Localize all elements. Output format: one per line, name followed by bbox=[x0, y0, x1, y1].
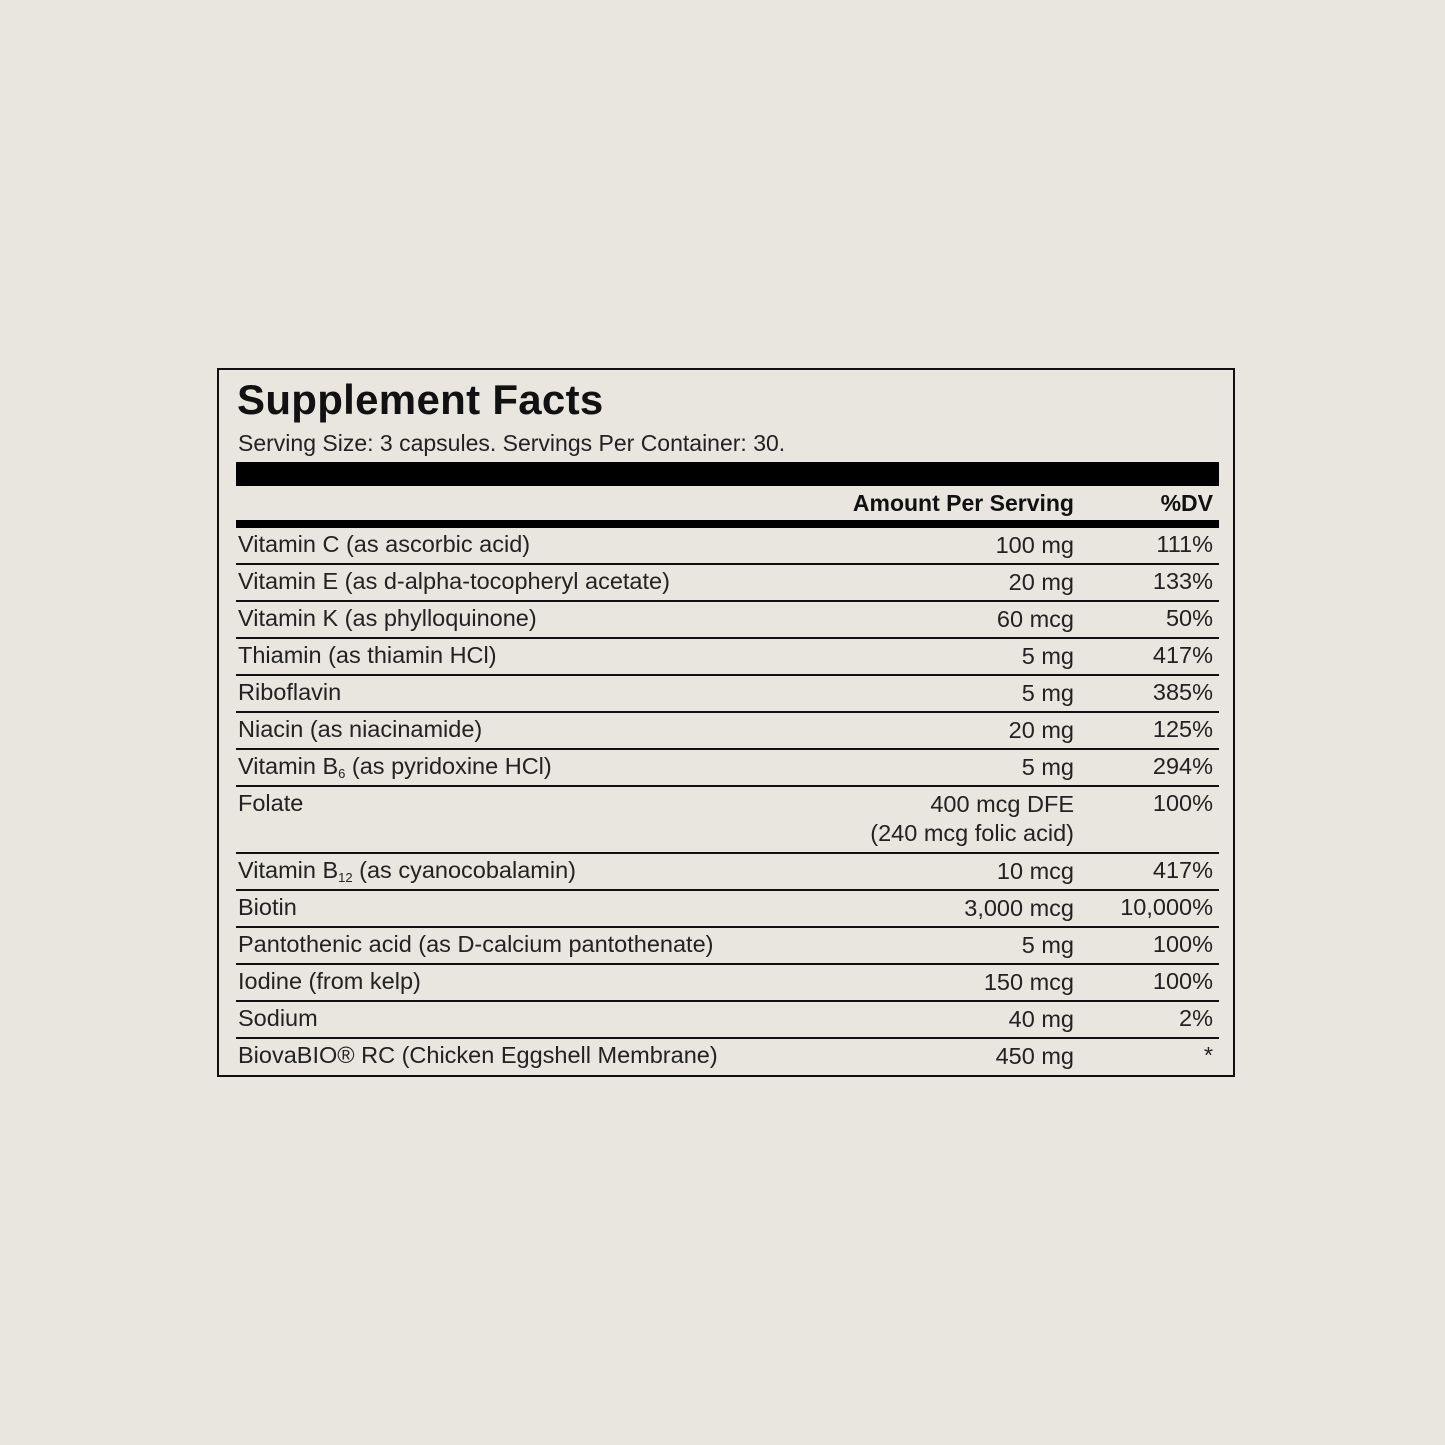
column-header: Amount Per Serving %DV bbox=[236, 486, 1219, 528]
nutrient-name: Riboflavin bbox=[238, 679, 341, 706]
nutrient-row: Niacin (as niacinamide) 20 mg 125% bbox=[236, 713, 1219, 750]
nutrient-name: Biotin bbox=[238, 894, 297, 921]
name-text: Riboflavin bbox=[238, 679, 342, 705]
amount-note: (240 mcg folic acid) bbox=[870, 820, 1074, 846]
nutrient-row: Vitamin B6 (as pyridoxine HCl) 5 mg 294% bbox=[236, 750, 1219, 787]
name-text: Pantothenic acid (as D-calcium pantothen… bbox=[238, 931, 714, 957]
nutrient-name: Thiamin (as thiamin HCl) bbox=[238, 642, 497, 669]
nutrient-row: Iodine (from kelp) 150 mcg 100% bbox=[236, 965, 1219, 1002]
amount-text: 100 mg bbox=[995, 532, 1074, 558]
nutrient-amount: 40 mg bbox=[1009, 1005, 1074, 1034]
serving-info: Serving Size: 3 capsules. Servings Per C… bbox=[238, 430, 786, 456]
name-suffix: (as pyridoxine HCl) bbox=[345, 753, 552, 779]
nutrient-row: Biotin 3,000 mcg 10,000% bbox=[236, 891, 1219, 928]
name-text: Biotin bbox=[238, 894, 297, 920]
nutrient-name: Vitamin K (as phylloquinone) bbox=[238, 605, 537, 632]
name-text: Vitamin B bbox=[238, 857, 339, 883]
name-text: Iodine (from kelp) bbox=[238, 968, 421, 994]
nutrient-list: Vitamin C (as ascorbic acid) 100 mg 111%… bbox=[236, 528, 1219, 1074]
amount-text: 150 mcg bbox=[983, 969, 1074, 995]
nutrient-name: Vitamin E (as d-alpha-tocopheryl acetate… bbox=[238, 568, 670, 595]
nutrient-dv: 100% bbox=[1152, 968, 1213, 994]
amount-text: 450 mg bbox=[995, 1043, 1074, 1069]
amount-text: 40 mg bbox=[1008, 1006, 1074, 1032]
nutrient-row: Thiamin (as thiamin HCl) 5 mg 417% bbox=[236, 639, 1219, 676]
nutrient-amount: 5 mg bbox=[1022, 642, 1074, 671]
amount-text: 60 mcg bbox=[996, 606, 1074, 632]
nutrient-name: Niacin (as niacinamide) bbox=[238, 716, 482, 743]
nutrient-dv: 111% bbox=[1156, 531, 1213, 557]
amount-text: 5 mg bbox=[1021, 932, 1074, 958]
name-text: Sodium bbox=[238, 1005, 318, 1031]
nutrient-amount: 400 mcg DFE (240 mcg folic acid) bbox=[870, 790, 1074, 848]
panel-title: Supplement Facts bbox=[237, 376, 604, 423]
nutrient-dv: 50% bbox=[1165, 605, 1213, 631]
nutrient-amount: 3,000 mcg bbox=[964, 894, 1074, 923]
nutrient-name: Vitamin B6 (as pyridoxine HCl) bbox=[238, 753, 552, 781]
nutrient-dv: 133% bbox=[1152, 568, 1213, 594]
name-text: Niacin (as niacinamide) bbox=[238, 716, 483, 742]
amount-text: 5 mg bbox=[1021, 680, 1074, 706]
nutrient-dv: 2% bbox=[1179, 1005, 1213, 1031]
nutrient-row: Vitamin C (as ascorbic acid) 100 mg 111% bbox=[236, 528, 1219, 565]
subscript: 12 bbox=[338, 870, 353, 885]
name-text: Vitamin E (as d-alpha-tocopheryl acetate… bbox=[238, 568, 670, 594]
nutrient-row: Sodium 40 mg 2% bbox=[236, 1002, 1219, 1039]
nutrient-dv: 10,000% bbox=[1120, 894, 1213, 920]
nutrient-name: Iodine (from kelp) bbox=[238, 968, 421, 995]
dv-header: %DV bbox=[1160, 490, 1213, 516]
amount-text: 400 mcg DFE bbox=[930, 791, 1074, 817]
nutrient-dv: 417% bbox=[1152, 642, 1213, 668]
nutrient-amount: 5 mg bbox=[1022, 679, 1074, 708]
nutrient-dv: 385% bbox=[1152, 679, 1213, 705]
nutrient-row: Folate 400 mcg DFE (240 mcg folic acid) 1… bbox=[236, 787, 1219, 854]
name-text: BiovaBIO® RC (Chicken Eggshell Membrane) bbox=[238, 1042, 718, 1068]
name-text: Thiamin (as thiamin HCl) bbox=[238, 642, 497, 668]
nutrient-dv: 100% bbox=[1152, 931, 1213, 957]
nutrient-amount: 150 mcg bbox=[984, 968, 1074, 997]
nutrient-name: Vitamin C (as ascorbic acid) bbox=[238, 531, 530, 558]
divider-bar bbox=[236, 462, 1219, 486]
nutrient-name: Folate bbox=[238, 790, 303, 817]
subscript: 6 bbox=[338, 766, 346, 781]
name-text: Folate bbox=[238, 790, 304, 816]
nutrient-dv: 417% bbox=[1152, 857, 1213, 883]
nutrient-row: Vitamin K (as phylloquinone) 60 mcg 50% bbox=[236, 602, 1219, 639]
supplement-facts-panel: Supplement Facts Serving Size: 3 capsule… bbox=[217, 368, 1235, 1077]
amount-text: 20 mg bbox=[1008, 569, 1074, 595]
nutrient-row: Vitamin B12 (as cyanocobalamin) 10 mcg 4… bbox=[236, 854, 1219, 891]
nutrient-amount: 5 mg bbox=[1022, 753, 1074, 782]
nutrient-amount: 10 mcg bbox=[997, 857, 1074, 886]
nutrient-name: Vitamin B12 (as cyanocobalamin) bbox=[238, 857, 576, 885]
amount-text: 10 mcg bbox=[996, 858, 1074, 884]
name-text: Vitamin K (as phylloquinone) bbox=[238, 605, 537, 631]
name-suffix: (as cyanocobalamin) bbox=[352, 857, 576, 883]
nutrient-dv: 100% bbox=[1152, 790, 1213, 816]
nutrient-row: Riboflavin 5 mg 385% bbox=[236, 676, 1219, 713]
nutrient-name: BiovaBIO® RC (Chicken Eggshell Membrane) bbox=[238, 1042, 718, 1069]
amount-text: 3,000 mcg bbox=[964, 895, 1074, 921]
nutrient-dv: 294% bbox=[1152, 753, 1213, 779]
name-text: Vitamin C (as ascorbic acid) bbox=[238, 531, 531, 557]
nutrient-row: BiovaBIO® RC (Chicken Eggshell Membrane)… bbox=[236, 1039, 1219, 1074]
nutrient-amount: 450 mg bbox=[996, 1042, 1074, 1071]
nutrient-name: Pantothenic acid (as D-calcium pantothen… bbox=[238, 931, 714, 958]
amount-text: 5 mg bbox=[1021, 643, 1074, 669]
nutrient-amount: 100 mg bbox=[996, 531, 1074, 560]
nutrient-dv: 125% bbox=[1152, 716, 1213, 742]
nutrient-name: Sodium bbox=[238, 1005, 318, 1032]
amount-header: Amount Per Serving bbox=[852, 490, 1074, 516]
nutrient-amount: 20 mg bbox=[1009, 716, 1074, 745]
nutrient-amount: 20 mg bbox=[1009, 568, 1074, 597]
amount-text: 5 mg bbox=[1021, 754, 1074, 780]
name-text: Vitamin B bbox=[238, 753, 339, 779]
nutrient-row: Vitamin E (as d-alpha-tocopheryl acetate… bbox=[236, 565, 1219, 602]
nutrient-dv: * bbox=[1203, 1042, 1213, 1068]
nutrient-amount: 60 mcg bbox=[997, 605, 1074, 634]
nutrient-amount: 5 mg bbox=[1022, 931, 1074, 960]
amount-text: 20 mg bbox=[1008, 717, 1074, 743]
nutrient-row: Pantothenic acid (as D-calcium pantothen… bbox=[236, 928, 1219, 965]
